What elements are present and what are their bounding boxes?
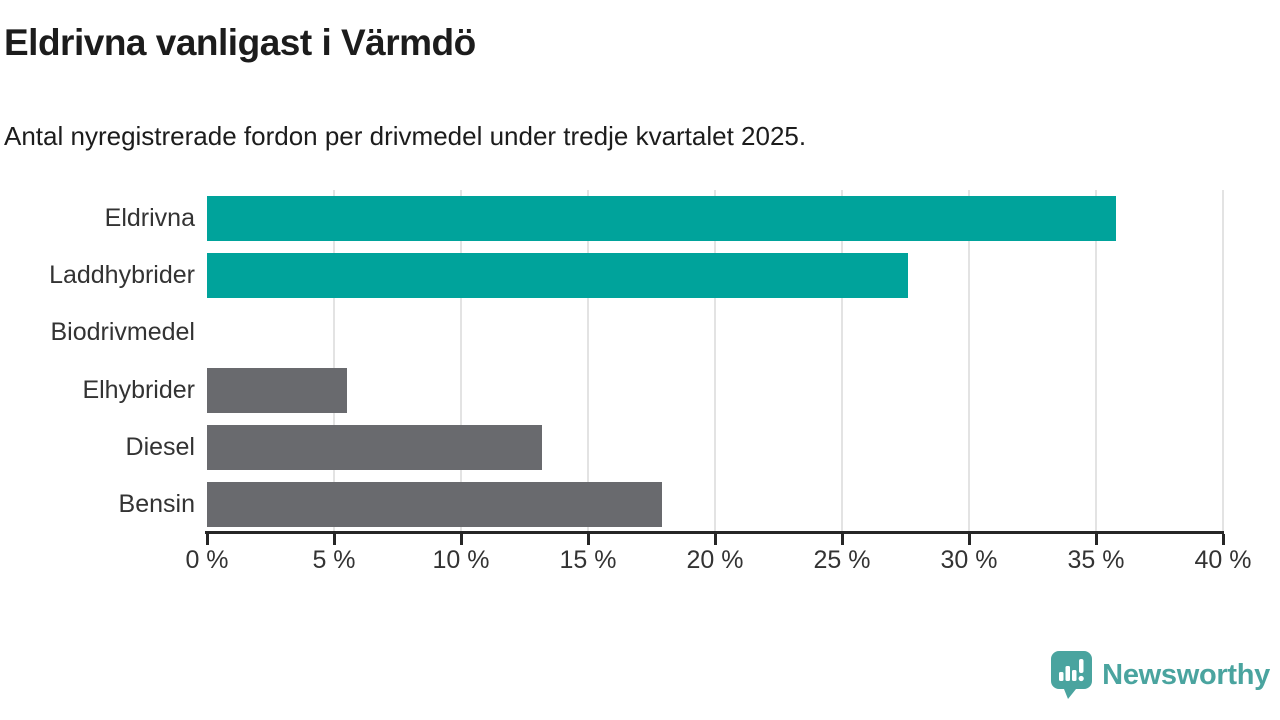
- bar-diesel: [207, 425, 543, 470]
- category-label: Bensin: [118, 490, 195, 518]
- chart-subtitle: Antal nyregistrerade fordon per drivmede…: [4, 121, 807, 151]
- gridline: [1095, 190, 1097, 533]
- category-label: Laddhybrider: [49, 261, 195, 289]
- x-axis-tick-label: 10 %: [432, 546, 490, 574]
- gridline: [714, 190, 716, 533]
- x-axis-tick-label: 35 %: [1067, 546, 1125, 574]
- x-axis-tick: [332, 534, 336, 545]
- newsworthy-logo-icon: [1051, 651, 1093, 699]
- x-axis-tick-label: 40 %: [1194, 546, 1252, 574]
- category-label: Eldrivna: [104, 204, 195, 232]
- category-label: Biodrivmedel: [50, 318, 195, 346]
- x-axis-tick: [713, 534, 717, 545]
- gridline: [841, 190, 843, 533]
- x-axis-line: [205, 531, 1224, 534]
- chart-title: Eldrivna vanligast i Värmdö: [4, 22, 476, 63]
- x-axis-tick: [205, 534, 209, 545]
- x-axis-tick: [967, 534, 971, 545]
- x-axis-tick-label: 25 %: [813, 546, 871, 574]
- x-axis-tick-label: 15 %: [559, 546, 617, 574]
- x-axis-tick: [586, 534, 590, 545]
- category-label-column: Eldrivna Laddhybrider Biodrivmedel Elhybrid…: [0, 190, 195, 533]
- gridline: [968, 190, 970, 533]
- x-axis-tick: [840, 534, 844, 545]
- newsworthy-logo: Newsworthy: [1051, 650, 1270, 700]
- newsworthy-logo-text: Newsworthy: [1102, 658, 1270, 691]
- x-axis-tick: [1221, 534, 1225, 545]
- gridline: [333, 190, 335, 533]
- x-axis-tick-label: 0 %: [185, 546, 229, 574]
- bar-bensin: [207, 482, 662, 527]
- x-axis-tick: [459, 534, 463, 545]
- gridline: [587, 190, 589, 533]
- x-axis-tick-label: 20 %: [686, 546, 744, 574]
- plot-area: [207, 190, 1224, 533]
- category-label: Diesel: [125, 433, 195, 461]
- bar-eldrivna: [207, 196, 1117, 241]
- bar-elhybrider: [207, 368, 347, 413]
- bar-laddhybrider: [207, 253, 909, 298]
- x-axis-tick-label: 30 %: [940, 546, 998, 574]
- gridline: [460, 190, 462, 533]
- x-axis-tick-label: 5 %: [312, 546, 356, 574]
- gridline: [1222, 190, 1224, 533]
- x-axis-tick: [1094, 534, 1098, 545]
- category-label: Elhybrider: [82, 376, 195, 404]
